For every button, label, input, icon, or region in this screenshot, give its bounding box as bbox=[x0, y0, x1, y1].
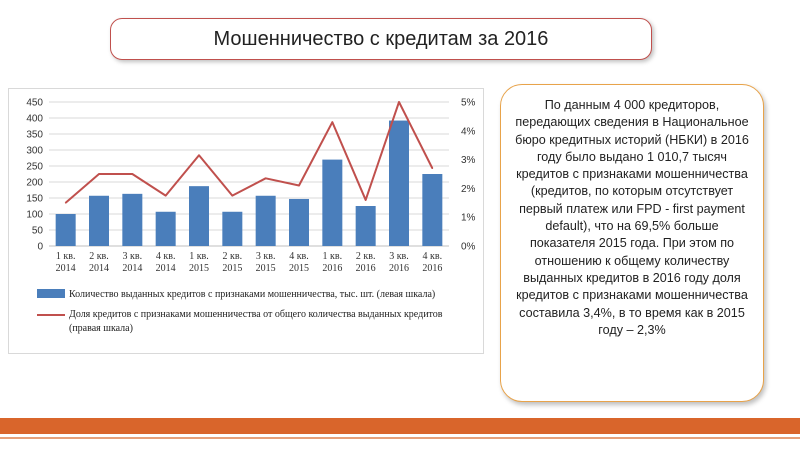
info-text: По данным 4 000 кредиторов, передающих с… bbox=[500, 84, 764, 402]
left-tick-label: 350 bbox=[26, 130, 43, 141]
bar bbox=[355, 206, 376, 246]
right-tick-label: 5% bbox=[461, 98, 476, 109]
bar bbox=[89, 195, 109, 246]
line-series bbox=[64, 101, 434, 204]
category-label: 3 кв. bbox=[123, 251, 143, 262]
category-label: 2 кв. bbox=[89, 251, 109, 262]
category-label: 4 кв. bbox=[156, 251, 176, 262]
left-tick-label: 400 bbox=[26, 114, 43, 125]
category-label: 1 кв. bbox=[56, 251, 76, 262]
category-label: 2016 bbox=[356, 263, 376, 274]
legend-bar-label: Количество выданных кредитов с признакам… bbox=[69, 289, 435, 300]
slide-title: Мошенничество с кредитам за 2016 bbox=[110, 18, 652, 60]
footer-bar bbox=[0, 418, 800, 434]
left-tick-label: 250 bbox=[26, 162, 43, 173]
line-point bbox=[98, 173, 100, 175]
bar-series bbox=[55, 120, 443, 246]
legend-line-label: Доля кредитов с признаками мошенничества… bbox=[69, 309, 443, 320]
line-point bbox=[64, 202, 67, 204]
line-point bbox=[298, 184, 300, 187]
bar bbox=[289, 198, 309, 246]
category-label: 2015 bbox=[222, 263, 242, 274]
category-label: 2015 bbox=[189, 263, 209, 274]
left-tick-label: 300 bbox=[26, 146, 43, 157]
bar bbox=[189, 186, 209, 246]
gridlines bbox=[49, 101, 449, 247]
share-line bbox=[65, 101, 434, 204]
bar bbox=[122, 193, 143, 246]
category-label: 2 кв. bbox=[356, 251, 376, 262]
right-tick-label: 1% bbox=[461, 213, 476, 224]
left-tick-label: 150 bbox=[26, 194, 43, 205]
legend: Количество выданных кредитов с признакам… bbox=[37, 289, 443, 334]
line-point bbox=[331, 121, 334, 123]
category-label: 2014 bbox=[56, 263, 76, 274]
line-point bbox=[198, 154, 200, 157]
left-tick-label: 200 bbox=[26, 178, 43, 189]
bar bbox=[155, 211, 176, 246]
category-label: 1 кв. bbox=[323, 251, 343, 262]
category-label: 3 кв. bbox=[389, 251, 409, 262]
category-label: 2016 bbox=[322, 263, 342, 274]
right-tick-label: 4% bbox=[461, 126, 476, 137]
fraud-credits-chart: 0 50 100 150 200 250 300 350 400 450 0% 1% 2% 3% 4% 5%… bbox=[8, 88, 484, 354]
bar bbox=[422, 174, 443, 246]
category-label: 2015 bbox=[289, 263, 309, 274]
category-label: 2 кв. bbox=[223, 251, 243, 262]
category-label: 2014 bbox=[156, 263, 176, 274]
left-tick-label: 50 bbox=[32, 226, 44, 237]
line-point bbox=[264, 177, 267, 180]
bar bbox=[255, 195, 276, 246]
category-label: 2016 bbox=[422, 263, 442, 274]
category-label: 4 кв. bbox=[289, 251, 309, 262]
right-tick-label: 3% bbox=[461, 155, 476, 166]
category-label: 3 кв. bbox=[256, 251, 276, 262]
right-tick-label: 0% bbox=[461, 242, 476, 253]
left-tick-label: 100 bbox=[26, 210, 43, 221]
category-label: 2015 bbox=[256, 263, 276, 274]
left-axis: 0 50 100 150 200 250 300 350 400 450 bbox=[26, 98, 43, 253]
line-point bbox=[231, 194, 234, 197]
bar bbox=[222, 211, 243, 246]
chart-svg: 0 50 100 150 200 250 300 350 400 450 0% 1% 2% 3% 4% 5%… bbox=[26, 98, 476, 335]
right-axis: 0% 1% 2% 3% 4% 5% bbox=[461, 98, 476, 253]
legend-line-label-cont: (правая шкала) bbox=[69, 323, 133, 334]
category-label: 1 кв. bbox=[189, 251, 209, 262]
right-tick-label: 2% bbox=[461, 184, 476, 195]
line-point bbox=[131, 173, 134, 175]
line-point bbox=[398, 101, 400, 103]
left-tick-label: 450 bbox=[26, 98, 43, 109]
category-label: 2016 bbox=[389, 263, 409, 274]
footer-line bbox=[0, 437, 800, 439]
bar bbox=[389, 120, 409, 246]
category-label: 2014 bbox=[122, 263, 142, 274]
line-point bbox=[431, 167, 434, 170]
legend-bar-swatch bbox=[37, 289, 65, 298]
bar bbox=[322, 159, 343, 246]
line-point bbox=[164, 194, 167, 197]
category-label: 4 кв. bbox=[423, 251, 443, 262]
bar bbox=[55, 214, 76, 246]
line-point bbox=[364, 199, 367, 201]
category-label: 2014 bbox=[89, 263, 109, 274]
left-tick-label: 0 bbox=[37, 242, 43, 253]
